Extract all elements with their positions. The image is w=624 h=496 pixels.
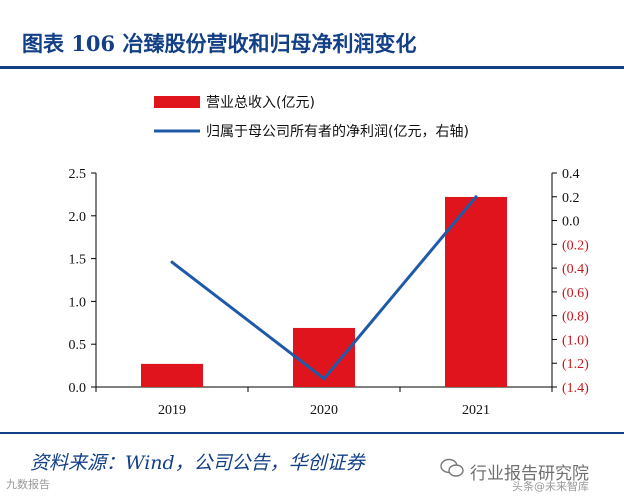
right-tick-label: (0.4) [562, 262, 589, 277]
line-point-2021 [474, 195, 478, 199]
legend-bar-label: 营业总收入(亿元) [206, 95, 315, 111]
x-tick-label: 2021 [462, 403, 490, 418]
left-tick-label: 2.0 [69, 210, 87, 225]
line-point-2019 [170, 260, 174, 264]
right-tick-label: 0.0 [562, 215, 580, 230]
left-tick-label: 1.5 [69, 253, 87, 268]
legend-bar-swatch [154, 96, 200, 108]
line-series [170, 195, 478, 381]
right-tick-label: (1.4) [562, 381, 589, 396]
source-divider [0, 432, 624, 434]
line-point-2020 [322, 377, 326, 381]
right-tick-label: 0.2 [562, 191, 580, 206]
right-tick-label: (1.0) [562, 333, 589, 348]
legend: 营业总收入(亿元) 归属于母公司所有者的净利润(亿元，右轴) [154, 95, 469, 140]
bar-2019 [141, 363, 203, 387]
right-tick-label: (0.6) [562, 286, 589, 301]
title-divider [0, 66, 624, 69]
chart: 营业总收入(亿元) 归属于母公司所有者的净利润(亿元，右轴) 0.0 0.5 1.0… [69, 95, 590, 418]
legend-line-label: 归属于母公司所有者的净利润(亿元，右轴) [206, 123, 469, 140]
right-tick-label: (1.2) [562, 357, 589, 372]
wechat-icon [440, 458, 464, 477]
x-tick-label: 2020 [310, 403, 338, 418]
x-tick-label: 2019 [158, 403, 186, 418]
watermark-right: 头条@未来智库 [512, 480, 589, 493]
right-tick-label: (0.8) [562, 310, 589, 325]
right-tick-label: 0.4 [562, 167, 580, 182]
bar-2021 [445, 196, 507, 387]
source-note: 资料来源：Wind，公司公告，华创证券 [30, 452, 365, 474]
watermark-left: 九数报告 [6, 478, 50, 491]
axes: 0.0 0.5 1.0 1.5 2.0 2.5 0.4 0.2 0.0 (0.2) (0.4) (0.… [69, 167, 590, 418]
left-tick-label: 1.0 [69, 295, 87, 310]
bar-series [141, 196, 507, 387]
chart-title: 图表 106 冶臻股份营收和归母净利润变化 [22, 31, 417, 56]
left-tick-label: 0.0 [69, 381, 87, 396]
left-tick-label: 0.5 [69, 338, 87, 353]
left-tick-label: 2.5 [69, 167, 87, 182]
right-tick-label: (0.2) [562, 238, 589, 253]
watermark-main: 行业报告研究院 [470, 464, 589, 484]
